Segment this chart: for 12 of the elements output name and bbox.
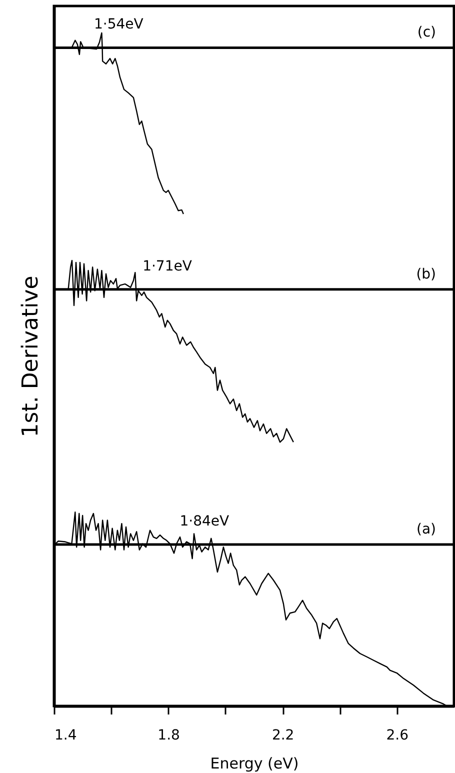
ref-line-label: (c) [417, 24, 436, 41]
x-tick-label: 2.6 [386, 728, 409, 744]
ref-line-label: (a) [416, 521, 436, 538]
x-tick-label: 2.2 [272, 728, 294, 744]
ref-line-label: (b) [416, 266, 436, 282]
x-tick-label: 1.4 [54, 728, 77, 744]
annotation: 1·84eV [180, 513, 230, 530]
x-axis-title: Energy (eV) [210, 754, 299, 772]
x-tick-label: 1.8 [158, 728, 180, 744]
annotation: 1·54eV [94, 16, 144, 33]
y-axis-title: 1st. Derivative [18, 276, 44, 438]
annotation: 1·71eV [142, 258, 192, 274]
